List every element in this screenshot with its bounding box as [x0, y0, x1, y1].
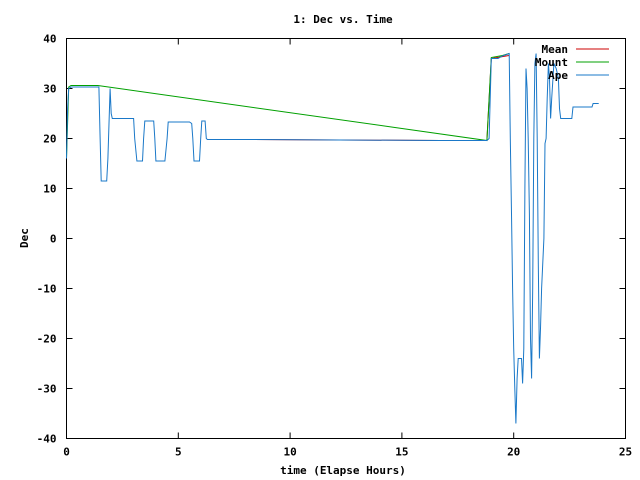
y-tick-label: -40 — [37, 433, 57, 446]
x-tick-label: 25 — [619, 446, 632, 459]
y-tick-label: 30 — [43, 83, 56, 96]
y-tick-label: 10 — [43, 183, 56, 196]
y-tick-label: 0 — [50, 233, 57, 246]
y-tick-label: 20 — [43, 133, 56, 146]
axis-ticks: 0 5 10 15 20 25 -40 -30 -20 -10 0 10 20 30 40 — [37, 33, 633, 459]
legend-label: Mean — [542, 43, 569, 56]
series-mean — [207, 55, 510, 141]
y-tick-label: -30 — [37, 383, 57, 396]
plot-frame — [66, 38, 626, 439]
x-tick-label: 5 — [175, 446, 182, 459]
x-tick-label: 10 — [283, 446, 296, 459]
x-tick-label: 0 — [63, 446, 70, 459]
y-tick-label: -20 — [37, 333, 57, 346]
chart-title: 1: Dec vs. Time — [293, 13, 393, 26]
series-layer — [66, 52, 599, 424]
y-axis-label: Dec — [18, 228, 31, 248]
series-line-mean — [207, 55, 510, 141]
series-line-mount — [66, 53, 510, 159]
legend-label: Mount — [535, 56, 568, 69]
x-tick-label: 15 — [395, 446, 408, 459]
legend-label: Ape — [548, 69, 568, 82]
y-tick-label: -10 — [37, 283, 57, 296]
series-ape — [66, 52, 599, 424]
series-line-ape — [66, 52, 599, 424]
x-axis-label: time (Elapse Hours) — [280, 464, 406, 477]
x-tick-label: 20 — [507, 446, 520, 459]
y-tick-label: 40 — [43, 33, 56, 46]
series-mount — [66, 53, 510, 159]
